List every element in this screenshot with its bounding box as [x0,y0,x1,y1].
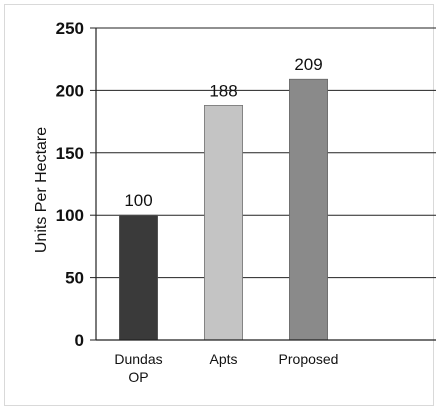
y-tick-label: 250 [56,19,84,38]
y-tick-label: 0 [75,331,84,350]
x-tick-label: Apts [209,351,237,367]
data-label: 209 [294,55,322,74]
bar [204,105,242,340]
y-tick-label: 200 [56,81,84,100]
x-tick-labels: Dundas OP Apts Proposed [0,0,338,385]
bar [119,215,157,340]
y-tick-labels: 0 50 100 150 200 250 [56,19,84,350]
y-tick-label: 100 [56,206,84,225]
y-tick-label: 50 [65,269,84,288]
y-tick-label: 150 [56,144,84,163]
data-label: 100 [124,191,152,210]
x-tick-label: Dundas OP [114,351,162,385]
data-label: 188 [209,81,237,100]
y-axis-label: Units Per Hectare [33,127,50,253]
x-tick-label: Proposed [279,351,339,367]
bar [289,79,327,340]
